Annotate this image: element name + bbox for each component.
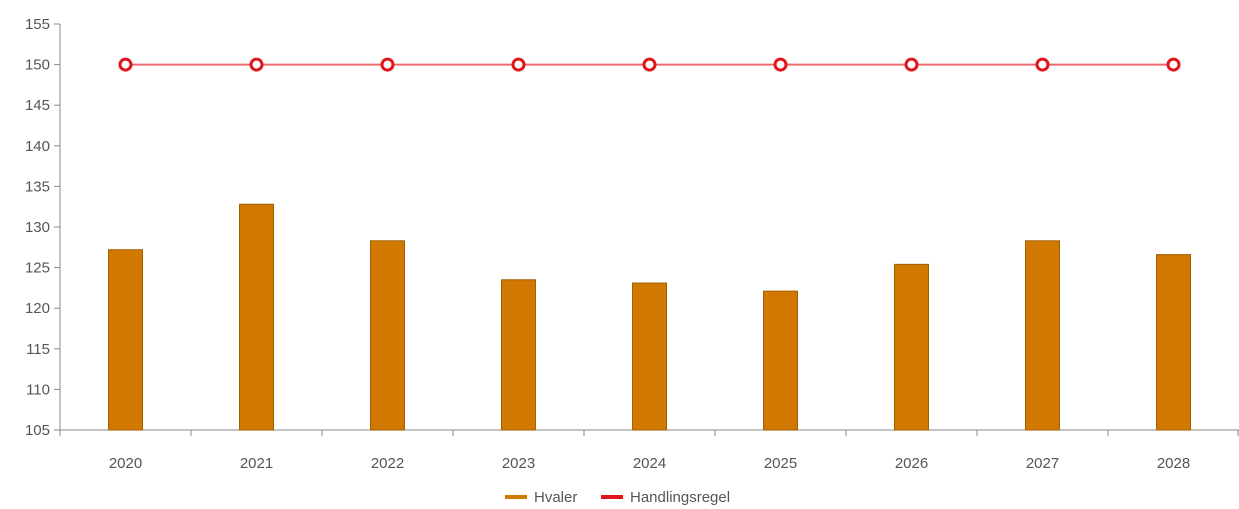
- legend: Hvaler Handlingsregel: [505, 489, 730, 506]
- x-tick-label: 2023: [502, 455, 535, 472]
- y-axis: 105 110 115 120 125 130 135 140 145 150 155: [25, 16, 61, 439]
- line-series: [118, 57, 1181, 72]
- bar-hvaler-2021: [239, 203, 274, 431]
- bar-hvaler-2027: [1025, 240, 1060, 431]
- point-handlingsregel-2020: [118, 57, 133, 72]
- point-handlingsregel-2025: [773, 57, 788, 72]
- bar-hvaler-2020: [108, 249, 143, 431]
- y-tick-label: 105: [25, 422, 50, 439]
- y-tick-label: 140: [25, 138, 50, 155]
- point-handlingsregel-2028: [1166, 57, 1181, 72]
- point-handlingsregel-2021: [249, 57, 264, 72]
- y-tick-label: 125: [25, 260, 50, 277]
- point-handlingsregel-2023: [511, 57, 526, 72]
- legend-label-hvaler: Hvaler: [534, 489, 577, 506]
- bar-hvaler-2028: [1156, 254, 1191, 431]
- x-tick-label: 2028: [1157, 455, 1190, 472]
- legend-label-handlingsregel: Handlingsregel: [630, 489, 730, 506]
- bar-hvaler-2026: [894, 263, 929, 431]
- x-tick-label: 2024: [633, 455, 666, 472]
- x-tick-label: 2025: [764, 455, 797, 472]
- y-tick-label: 155: [25, 16, 50, 33]
- legend-item-handlingsregel[interactable]: Handlingsregel: [601, 489, 730, 506]
- y-tick-label: 120: [25, 300, 50, 317]
- x-tick-label: 2026: [895, 455, 928, 472]
- x-tick-label: 2022: [371, 455, 404, 472]
- bar-series: [108, 203, 1191, 431]
- legend-item-hvaler[interactable]: Hvaler: [505, 489, 577, 506]
- bar-hvaler-2024: [632, 282, 667, 431]
- x-axis: 2020 2021 2022 2023 2024 2025 2026 2027 2028: [59, 429, 1239, 472]
- point-handlingsregel-2026: [904, 57, 919, 72]
- x-tick-label: 2027: [1026, 455, 1059, 472]
- y-tick-label: 110: [26, 381, 50, 398]
- point-handlingsregel-2027: [1035, 57, 1050, 72]
- point-handlingsregel-2022: [380, 57, 395, 72]
- y-tick-label: 115: [26, 341, 50, 358]
- y-tick-label: 145: [25, 97, 50, 114]
- point-handlingsregel-2024: [642, 57, 657, 72]
- y-tick-label: 150: [25, 57, 50, 74]
- y-tick-label: 130: [25, 219, 50, 236]
- x-tick-label: 2020: [109, 455, 142, 472]
- bar-hvaler-2025: [763, 290, 798, 431]
- x-tick-label: 2021: [240, 455, 273, 472]
- bar-hvaler-2022: [370, 240, 405, 431]
- y-tick-label: 135: [25, 178, 50, 195]
- bar-hvaler-2023: [501, 279, 536, 431]
